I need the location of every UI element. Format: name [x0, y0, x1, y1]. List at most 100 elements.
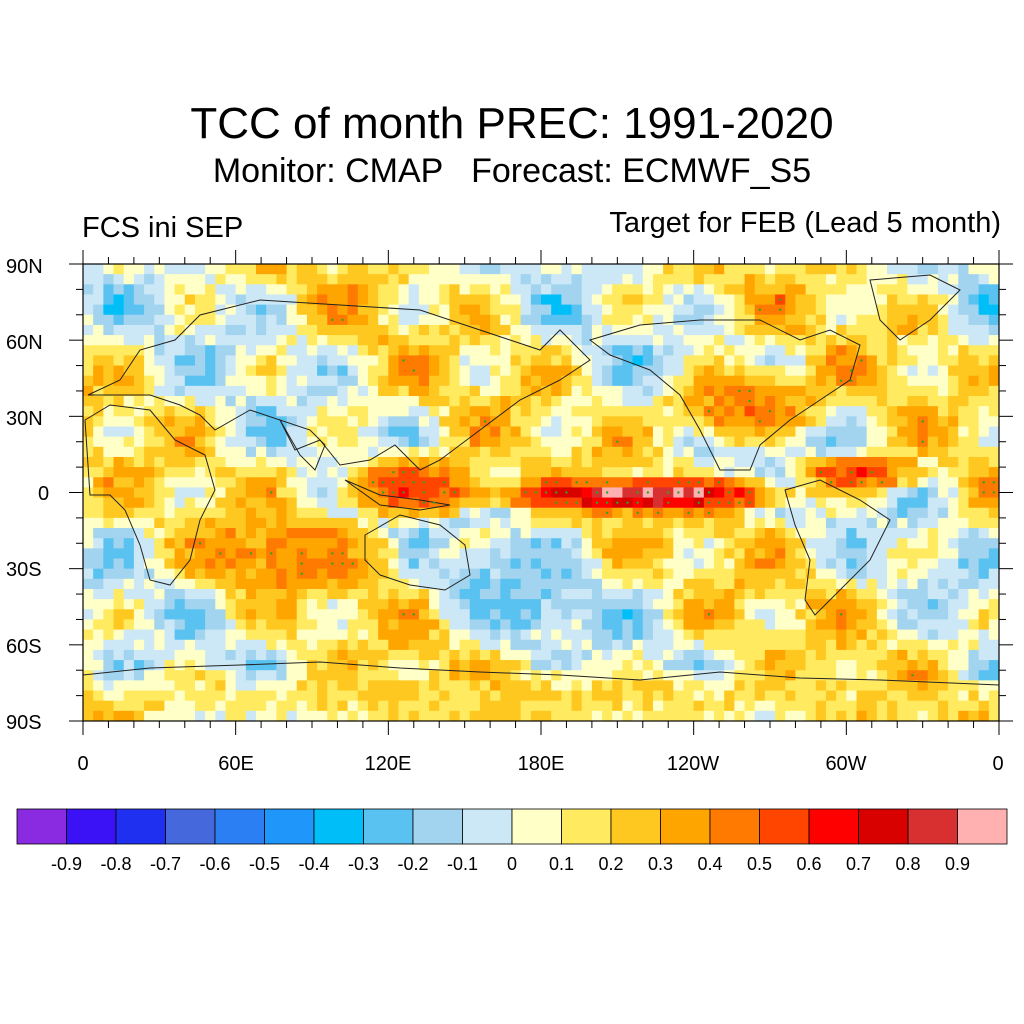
field-cell [795, 710, 807, 721]
field-cell [256, 396, 267, 407]
field-cell [825, 629, 837, 641]
field-cell [449, 639, 461, 651]
significance-dot-positive [270, 552, 273, 555]
field-cell [988, 710, 999, 721]
field-cell [194, 396, 206, 407]
field-cell [948, 629, 959, 641]
colorbar-tick-label: 0.8 [895, 854, 921, 874]
field-cell [520, 538, 532, 549]
field-cell [256, 568, 267, 580]
field-cell [306, 568, 318, 580]
field-cell [724, 385, 735, 397]
field-cell [367, 538, 379, 549]
field-cell [561, 629, 573, 641]
field-cell [235, 588, 247, 600]
field-cell [113, 375, 125, 387]
field-cell [93, 568, 104, 580]
field-cell [805, 406, 817, 417]
field-cell [591, 609, 603, 621]
field-cell [388, 456, 400, 468]
field-cell [591, 690, 603, 702]
field-cell [561, 660, 573, 671]
field-cell [449, 456, 461, 468]
field-cell [286, 660, 298, 671]
field-cell [83, 335, 94, 346]
field-cell [846, 487, 858, 499]
field-cell [897, 416, 908, 428]
significance-dot-positive [636, 511, 639, 515]
field-cell [937, 446, 949, 458]
field-cell [449, 680, 461, 692]
field-cell [815, 578, 827, 590]
field-cell [418, 456, 430, 468]
field-cell [317, 375, 328, 387]
field-cell [703, 345, 715, 356]
field-cell [622, 710, 634, 721]
map-subtitle: Monitor: CMAP Forecast: ECMWF_S5 [212, 152, 812, 190]
field-cell [744, 274, 756, 285]
field-cell [673, 507, 685, 519]
field-cell [93, 588, 104, 600]
field-cell [357, 396, 369, 407]
field-cell [663, 406, 674, 417]
field-cell [459, 324, 471, 336]
field-cell [978, 436, 990, 448]
significance-dot-positive [331, 318, 334, 322]
field-cell [357, 436, 369, 448]
field-cell [937, 426, 949, 438]
field-cell [541, 416, 552, 428]
field-cell [296, 467, 308, 478]
field-cell [113, 335, 125, 346]
field-cell [876, 345, 888, 356]
field-cell [724, 335, 735, 346]
field-cell [958, 690, 970, 702]
field-cell [907, 578, 919, 590]
field-cell [449, 416, 461, 428]
field-cell [846, 507, 858, 519]
field-cell [663, 649, 674, 661]
field-cell [510, 568, 522, 580]
field-cell [856, 426, 868, 438]
lon-label-0-east: 0 [992, 753, 1004, 775]
field-cell [775, 396, 786, 407]
field-cell [581, 599, 593, 610]
field-cell [663, 396, 674, 407]
field-cell [296, 264, 308, 275]
significance-dot-positive [422, 481, 426, 484]
field-cell [622, 639, 634, 651]
field-cell [602, 568, 613, 580]
field-cell [490, 365, 501, 377]
field-cell [591, 345, 603, 356]
field-cell [520, 568, 532, 580]
field-cell [215, 467, 227, 478]
field-cell [764, 660, 776, 671]
field-cell [235, 314, 247, 326]
field-cell [978, 538, 990, 549]
field-cell [663, 670, 674, 681]
field-cell [469, 294, 481, 306]
field-cell [551, 456, 562, 468]
field-cell [876, 710, 888, 721]
field-cell [205, 396, 216, 407]
field-cell [469, 324, 481, 336]
field-cell [948, 680, 959, 692]
field-cell [764, 700, 776, 712]
field-cell [652, 365, 664, 377]
field-cell [734, 690, 746, 702]
field-cell [876, 264, 888, 275]
field-cell [510, 558, 522, 570]
field-cell [276, 649, 288, 661]
field-cell [714, 507, 725, 519]
field-cell [744, 670, 756, 681]
field-cell [917, 264, 929, 275]
field-cell [164, 538, 176, 549]
field-cell [439, 538, 450, 549]
field-cell [144, 264, 155, 275]
field-cell [642, 578, 654, 590]
field-cell [978, 335, 990, 346]
field-cell [103, 446, 115, 458]
field-cell [815, 517, 827, 529]
field-cell [683, 578, 695, 590]
field-cell [581, 314, 593, 326]
field-cell [724, 649, 735, 661]
